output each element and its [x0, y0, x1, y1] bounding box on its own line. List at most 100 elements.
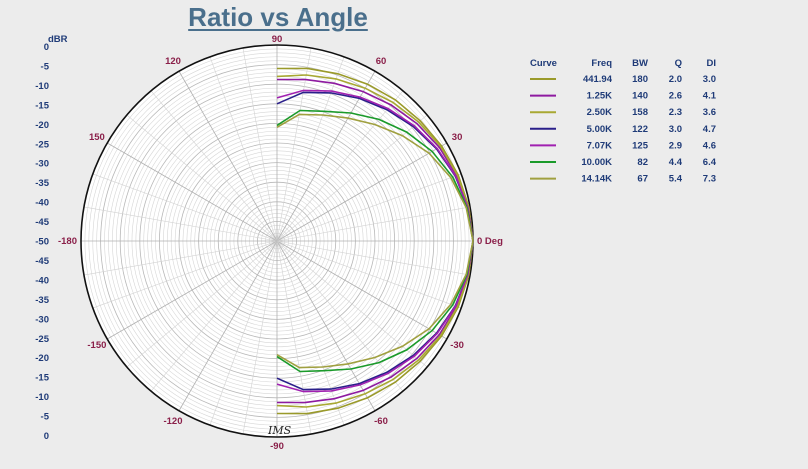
grid-spoke	[276, 240, 376, 411]
legend-q-2: 2.3	[669, 107, 682, 118]
grid-spoke	[276, 56, 345, 242]
legend-freq-1: 1.25K	[587, 91, 612, 102]
grid-spoke	[242, 240, 278, 435]
angle-tick-label-1: 30	[452, 132, 463, 143]
legend-freq-0: 441.94	[583, 74, 613, 85]
legend-bw-2: 158	[632, 107, 648, 118]
legend-bw-1: 140	[632, 91, 648, 102]
series-line-lower-5	[276, 240, 474, 373]
angle-tick-label-8: -120	[163, 416, 182, 427]
legend-di-5: 6.4	[703, 157, 717, 168]
grid-spoke	[92, 240, 278, 309]
legend-freq-5: 10.00K	[581, 157, 612, 168]
grid-spoke	[150, 240, 278, 392]
series-line-lower-6	[276, 240, 474, 369]
grid-spoke	[107, 142, 278, 242]
grid-spoke	[276, 240, 471, 276]
db-tick-label-13: -35	[35, 295, 49, 306]
legend-di-3: 4.7	[703, 124, 716, 135]
series-line-lower-4	[276, 240, 474, 393]
grid-spoke	[107, 240, 278, 340]
legend-freq-2: 2.50K	[587, 107, 612, 118]
legend-header-di: DI	[707, 58, 717, 69]
chart-title: Ratio vs Angle	[188, 2, 368, 32]
legend-bw-3: 122	[632, 124, 648, 135]
grid-spoke	[83, 206, 278, 242]
signature: IMS	[267, 424, 292, 437]
grid-spoke	[276, 240, 447, 340]
angle-tick-label-6: -180	[58, 236, 77, 247]
grid-spoke	[276, 240, 345, 426]
grid-spoke	[209, 240, 278, 426]
angle-tick-label-7: -150	[87, 340, 106, 351]
angle-tick-label-10: -60	[374, 416, 388, 427]
legend-bw-4: 125	[632, 140, 649, 151]
grid-spoke	[276, 206, 471, 242]
legend-q-4: 2.9	[669, 140, 682, 151]
legend: Curve Freq BW Q DI 441.94 180 2.0 3.0 1.25K 140 2.6…	[530, 58, 717, 185]
legend-bw-0: 180	[632, 74, 648, 85]
db-tick-label-18: -10	[35, 392, 49, 403]
legend-header-freq: Freq	[591, 58, 612, 69]
angle-tick-labels: 0 Deg 30 60 90 120 150 -180 -150 -120 -90 -60 -30	[58, 34, 503, 452]
series-line-upper-5	[276, 109, 474, 242]
grid-spoke	[276, 240, 462, 309]
db-tick-label-5: -25	[35, 139, 49, 150]
legend-di-2: 3.6	[703, 107, 716, 118]
y-axis-label: dBR	[48, 34, 68, 45]
grid-spoke	[242, 47, 278, 242]
db-tick-label-17: -15	[35, 373, 49, 384]
legend-di-6: 7.3	[703, 174, 716, 185]
legend-di-0: 3.0	[703, 74, 716, 85]
grid-spoke	[276, 90, 404, 242]
series-line-lower-2	[276, 240, 474, 408]
legend-freq-4: 7.07K	[587, 140, 612, 151]
angle-tick-label-4: 120	[165, 56, 181, 67]
db-tick-label-10: -50	[35, 237, 49, 248]
legend-bw-6: 67	[637, 174, 648, 185]
db-tick-label-9: -45	[35, 217, 49, 228]
legend-freq-6: 14.14K	[581, 174, 612, 185]
db-tick-label-15: -25	[35, 334, 49, 345]
legend-header-q: Q	[675, 58, 682, 69]
legend-freq-3: 5.00K	[587, 124, 612, 135]
legend-header-bw: BW	[632, 58, 648, 69]
series-line-upper-4	[276, 89, 474, 242]
db-tick-label-12: -40	[35, 275, 49, 286]
grid-spoke	[276, 173, 462, 242]
db-tick-label-20: 0	[44, 431, 49, 442]
angle-tick-label-3: 90	[272, 34, 283, 45]
db-tick-label-16: -20	[35, 353, 49, 364]
grid-spoke	[276, 71, 376, 242]
db-tick-label-1: -5	[41, 62, 50, 73]
db-tick-label-4: -20	[35, 120, 49, 131]
legend-di-4: 4.6	[703, 140, 716, 151]
legend-bw-5: 82	[637, 157, 648, 168]
angle-tick-label-2: 60	[376, 56, 387, 67]
db-tick-label-3: -15	[35, 100, 49, 111]
grid-spoke	[276, 240, 404, 392]
grid-spoke	[178, 240, 278, 411]
grid-spoke	[178, 71, 278, 242]
angle-tick-label-9: -90	[270, 441, 284, 452]
db-tick-label-19: -5	[41, 412, 50, 423]
legend-header-curve: Curve	[530, 58, 557, 69]
db-tick-labels: 0-5-10-15-20-25-30-35-40-45-50-45-40-35-…	[35, 42, 49, 442]
legend-q-6: 5.4	[669, 174, 683, 185]
db-tick-label-6: -30	[35, 159, 49, 170]
legend-q-0: 2.0	[669, 74, 682, 85]
legend-q-3: 3.0	[669, 124, 682, 135]
grid-spoke	[276, 142, 447, 242]
series-line-upper-2	[276, 74, 474, 242]
db-tick-label-2: -10	[35, 81, 49, 92]
grid-spoke	[150, 90, 278, 242]
grid-spoke	[83, 240, 278, 276]
angle-tick-label-11: -30	[450, 340, 464, 351]
db-tick-label-0: 0	[44, 42, 49, 53]
db-tick-label-14: -30	[35, 314, 49, 325]
grid-spoke	[92, 173, 278, 242]
angle-tick-label-5: 150	[89, 132, 105, 143]
series-layer	[276, 67, 474, 415]
grid-spoke	[126, 114, 278, 242]
